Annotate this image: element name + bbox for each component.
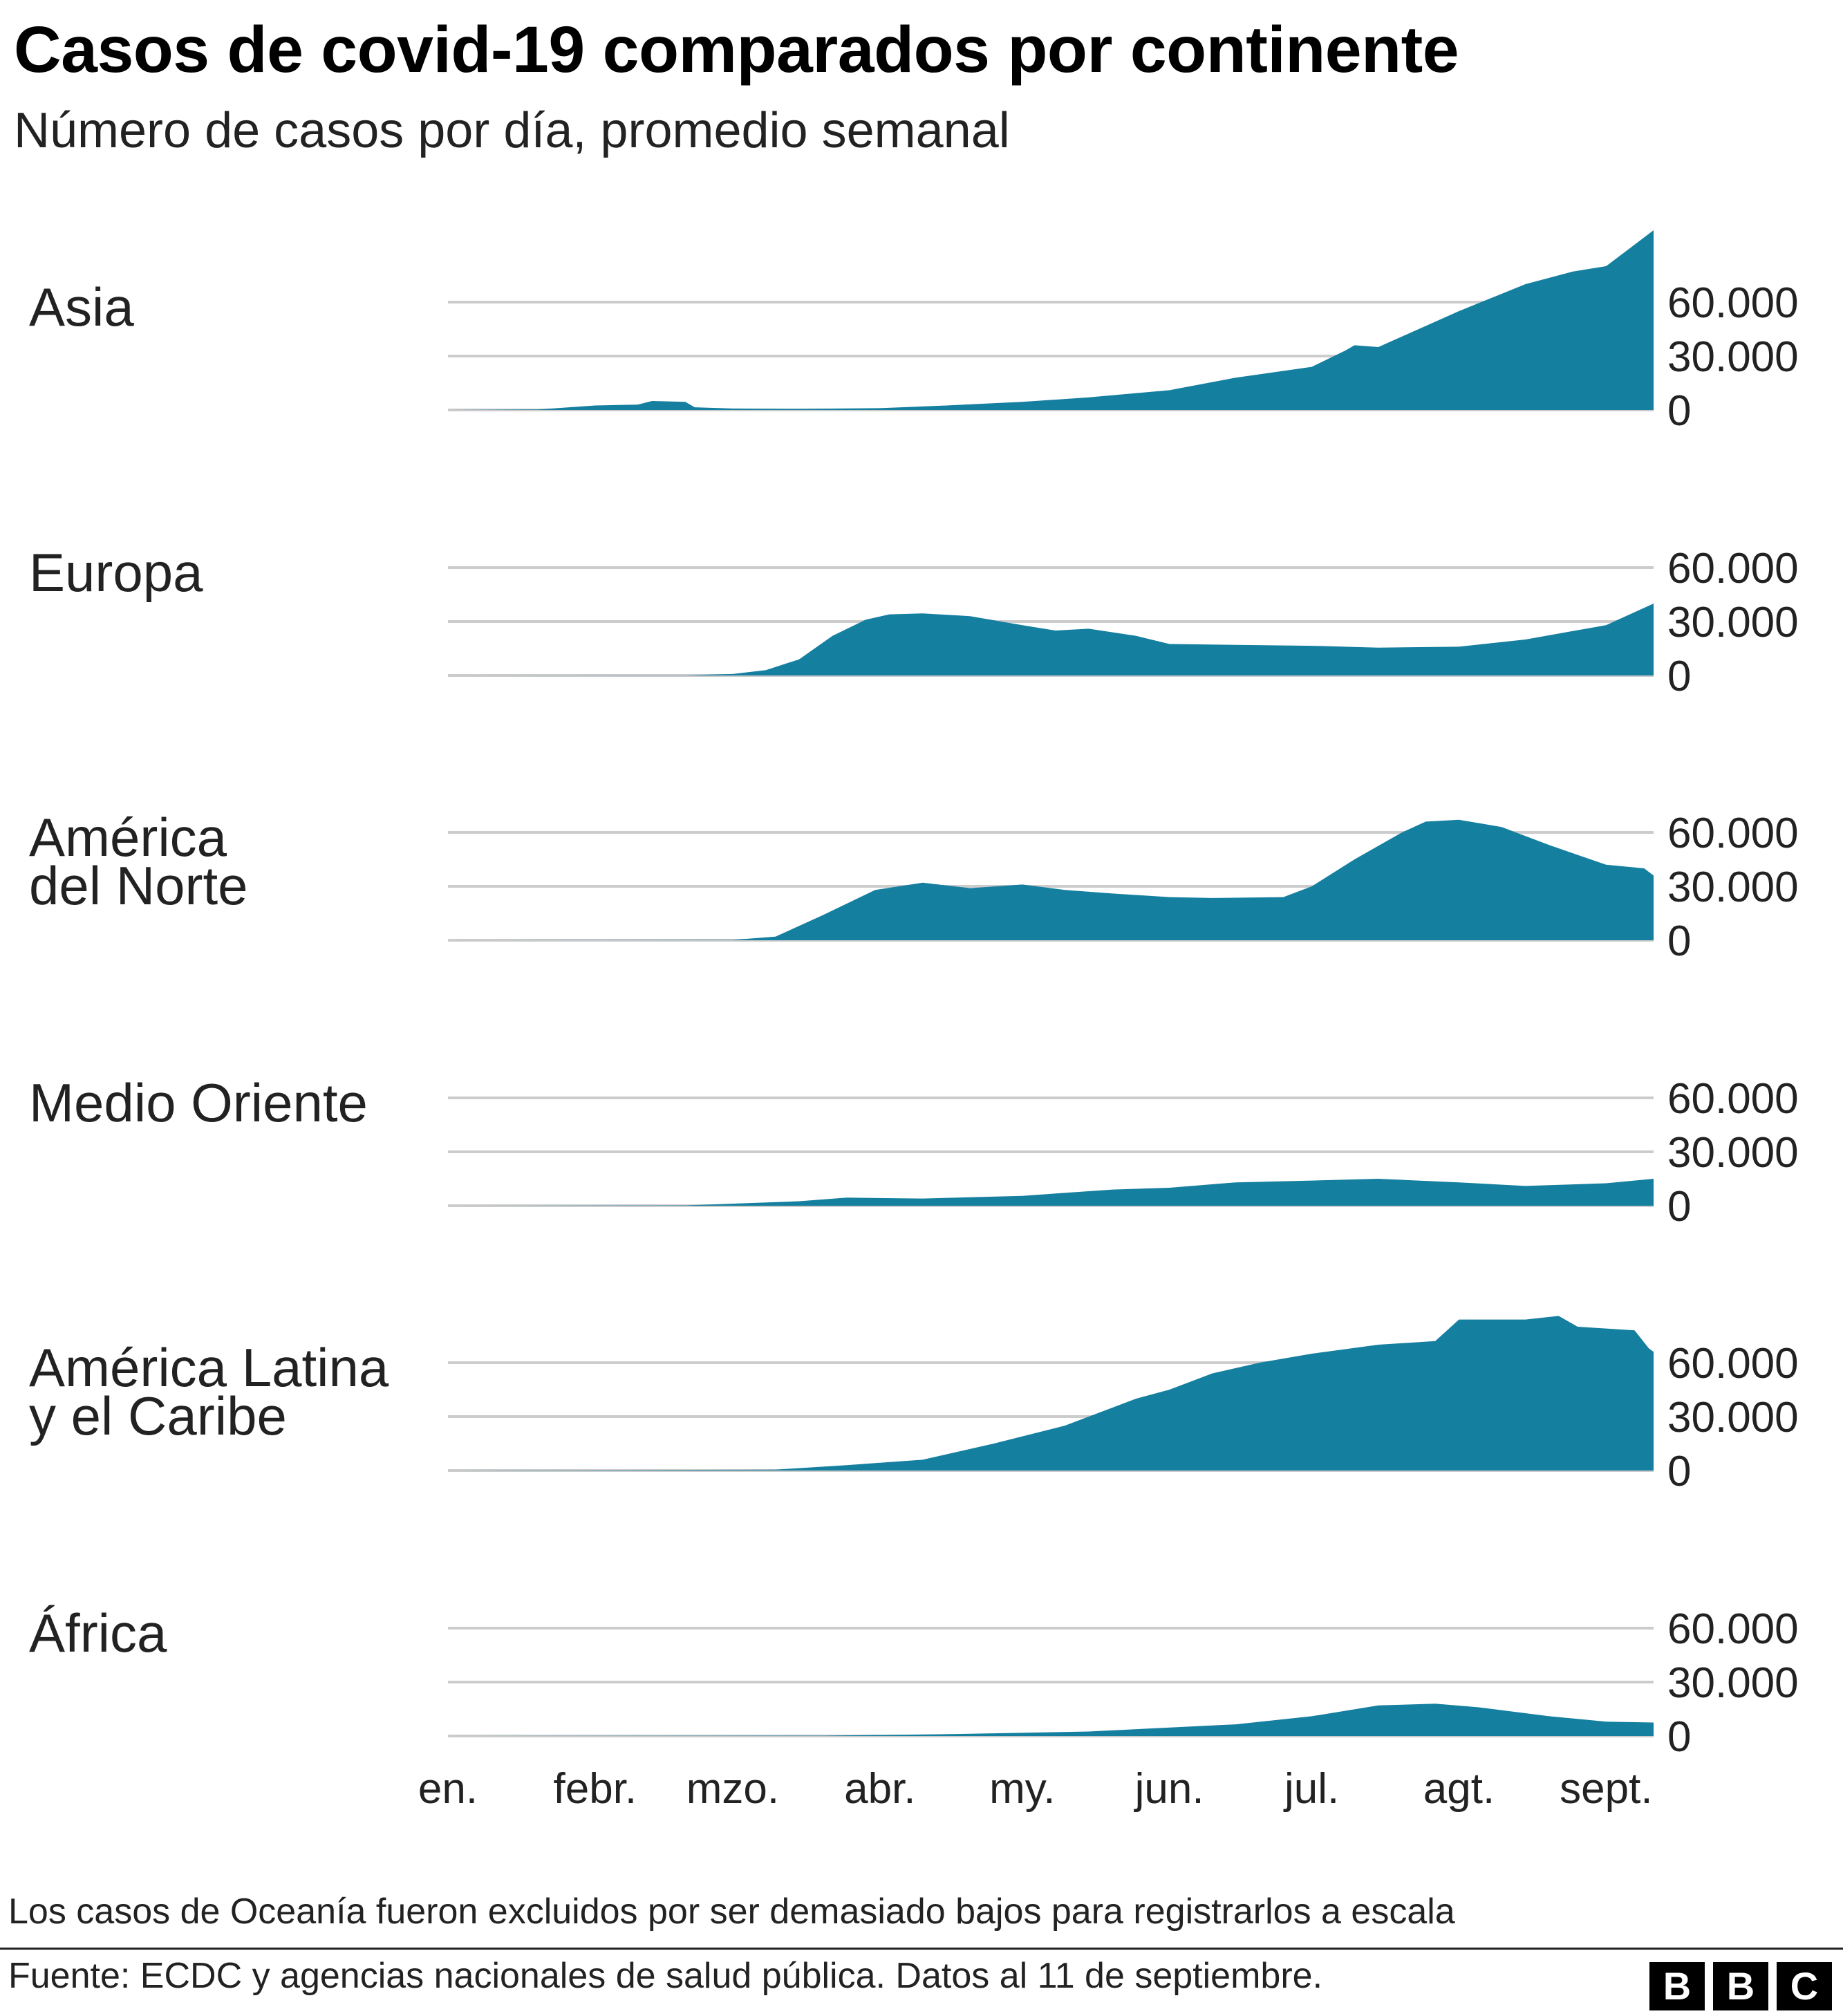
x-tick-label: my. (989, 1765, 1055, 1813)
y-tick-label: 0 (1667, 1448, 1691, 1495)
y-tick-label: 0 (1667, 387, 1691, 435)
x-tick-label: abr. (844, 1765, 915, 1813)
logo-block: C (1777, 1962, 1832, 2010)
logo-block: B (1713, 1962, 1768, 2010)
series-area (448, 230, 1654, 410)
bbc-logo: B B C (1649, 1962, 1832, 2010)
series-area (448, 819, 1654, 940)
y-tick-label: 30.000 (1667, 1129, 1799, 1177)
y-tick-label: 60.000 (1667, 1605, 1799, 1653)
series-label: Asia (29, 277, 134, 337)
logo-block: B (1649, 1962, 1705, 2010)
series-area (448, 604, 1654, 675)
x-tick-label: en. (418, 1765, 478, 1813)
y-tick-label: 60.000 (1667, 810, 1799, 857)
y-tick-label: 30.000 (1667, 864, 1799, 911)
y-tick-label: 30.000 (1667, 333, 1799, 381)
series-label: y el Caribe (29, 1385, 287, 1446)
y-tick-label: 60.000 (1667, 1075, 1799, 1123)
series-label: América Latina (29, 1337, 389, 1398)
footer-divider (0, 1948, 1843, 1950)
series-label: del Norte (29, 855, 248, 916)
chart-subtitle: Número de casos por día, promedio semana… (14, 103, 1010, 158)
footnote: Los casos de Oceanía fueron excluidos po… (8, 1892, 1455, 1932)
series-label: América (29, 807, 227, 868)
series-label: Europa (29, 542, 203, 603)
x-tick-label: febr. (554, 1765, 637, 1813)
series-area (448, 1316, 1654, 1471)
y-tick-label: 30.000 (1667, 1394, 1799, 1441)
x-tick-label: agt. (1423, 1765, 1495, 1813)
y-tick-label: 30.000 (1667, 1659, 1799, 1707)
y-tick-label: 60.000 (1667, 545, 1799, 592)
y-tick-label: 0 (1667, 653, 1691, 700)
series-area (448, 1179, 1654, 1206)
x-tick-label: mzo. (686, 1765, 779, 1813)
series-label: África (29, 1603, 167, 1663)
small-multiples-chart: 0 30.000 60.000 Asia 0 30.000 60.000 Europa 0 30.… (29, 230, 1799, 1813)
y-tick-label: 60.000 (1667, 1340, 1799, 1388)
series-label: Medio Oriente (29, 1072, 368, 1133)
x-tick-label: sept. (1560, 1765, 1652, 1813)
chart-title: Casos de covid-19 comparados por contine… (14, 13, 1459, 86)
y-tick-label: 0 (1667, 1183, 1691, 1231)
y-tick-label: 60.000 (1667, 279, 1799, 327)
x-tick-label: jul. (1283, 1765, 1339, 1813)
y-tick-label: 0 (1667, 1713, 1691, 1761)
y-tick-label: 30.000 (1667, 599, 1799, 646)
y-tick-label: 0 (1667, 917, 1691, 965)
x-tick-label: jun. (1134, 1765, 1204, 1813)
series-area (448, 1704, 1654, 1736)
source-note: Fuente: ECDC y agencias nacionales de sa… (8, 1956, 1323, 1996)
